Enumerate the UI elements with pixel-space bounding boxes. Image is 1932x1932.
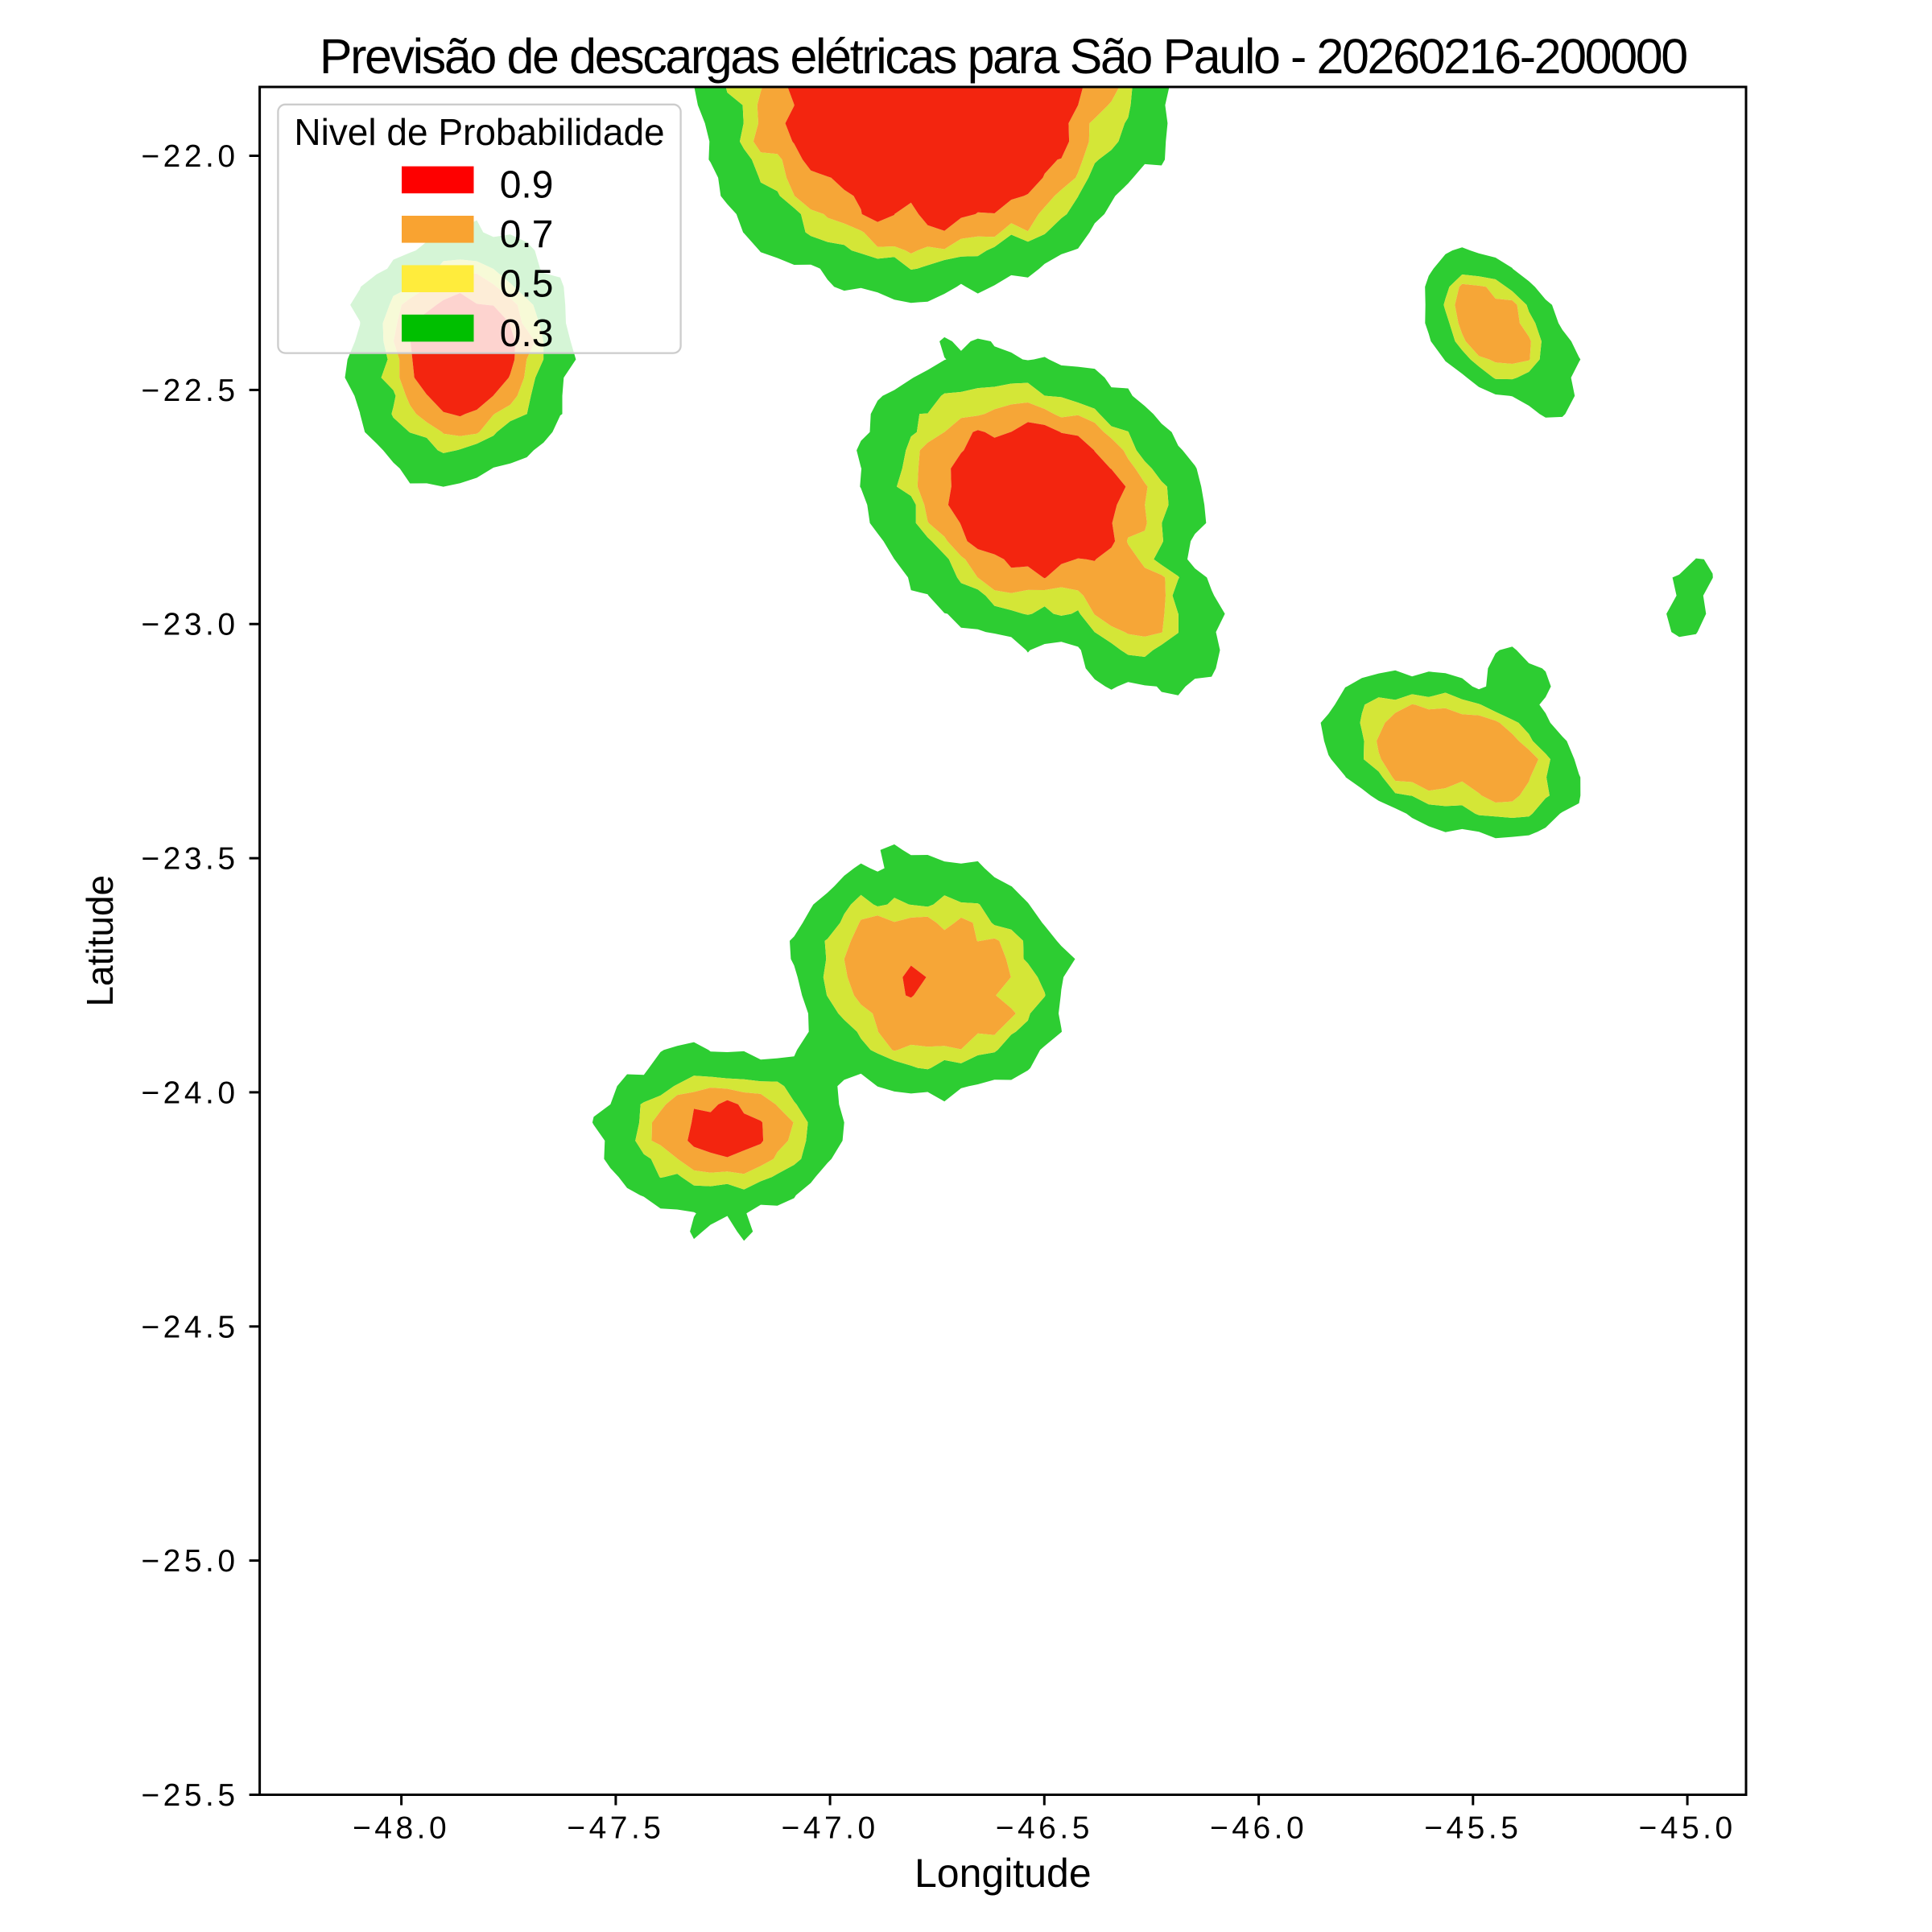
svg-text:−23.5: −23.5: [141, 842, 238, 877]
svg-text:−47.0: −47.0: [782, 1811, 879, 1846]
svg-text:−46.0: −46.0: [1210, 1811, 1307, 1846]
svg-text:−25.5: −25.5: [141, 1778, 238, 1813]
svg-text:0.5: 0.5: [500, 262, 554, 305]
svg-text:−22.5: −22.5: [141, 374, 238, 408]
svg-text:−48.0: −48.0: [353, 1811, 450, 1846]
svg-text:0.3: 0.3: [500, 312, 554, 355]
svg-text:−46.5: −46.5: [996, 1811, 1093, 1846]
svg-text:−24.0: −24.0: [141, 1075, 238, 1110]
svg-text:Longitude: Longitude: [914, 1851, 1092, 1896]
svg-text:−23.0: −23.0: [141, 608, 238, 642]
svg-text:−25.0: −25.0: [141, 1544, 238, 1579]
svg-text:Previsão de descargas elétrica: Previsão de descargas elétricas para São…: [320, 29, 1686, 84]
svg-text:0.9: 0.9: [500, 164, 554, 207]
svg-text:−47.5: −47.5: [567, 1811, 664, 1846]
svg-text:Latitude: Latitude: [79, 875, 121, 1007]
svg-text:−45.5: −45.5: [1424, 1811, 1521, 1846]
svg-text:0.7: 0.7: [500, 213, 554, 256]
svg-text:−24.5: −24.5: [141, 1310, 238, 1344]
svg-text:Nivel de Probabilidade: Nivel de Probabilidade: [294, 111, 664, 153]
svg-text:−22.0: −22.0: [141, 139, 238, 174]
svg-text:−45.0: −45.0: [1639, 1811, 1736, 1846]
